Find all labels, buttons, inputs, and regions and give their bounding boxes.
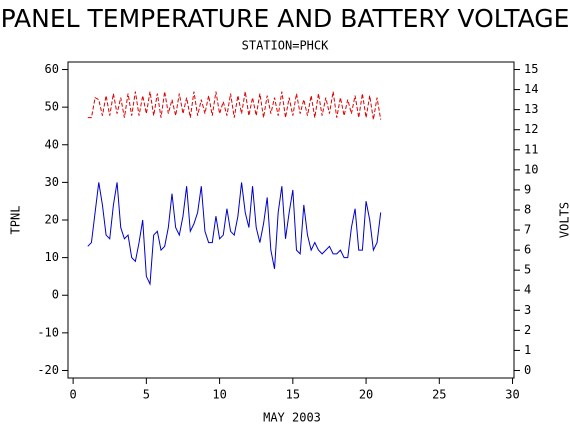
x-tick-label: 10 — [212, 388, 226, 402]
chart-title: PANEL TEMPERATURE AND BATTERY VOLTAGE — [1, 4, 570, 33]
y2-tick-label: 2 — [524, 323, 531, 337]
x-tick-label: 5 — [143, 388, 150, 402]
x-axis-label: MAY 2003 — [263, 411, 321, 425]
plot-frame — [67, 61, 515, 379]
y2-tick-label: 7 — [524, 223, 531, 237]
y2-tick-label: 12 — [524, 122, 538, 136]
y-tick-label: 60 — [45, 62, 59, 76]
y-tick-label: 0 — [52, 288, 59, 302]
y2-tick-label: 5 — [524, 263, 531, 277]
x-tick-label: 15 — [286, 388, 300, 402]
y-axis-label: TPNL — [9, 206, 23, 235]
y2-tick-label: 6 — [524, 243, 531, 257]
y2-tick-label: 15 — [524, 62, 538, 76]
y2-tick-label: 11 — [524, 142, 538, 156]
y-tick-label: 20 — [45, 213, 59, 227]
y2-tick-label: 14 — [524, 82, 538, 96]
y-tick-label: -20 — [37, 363, 59, 377]
y2-tick-label: 4 — [524, 283, 531, 297]
x-tick-label: 30 — [505, 388, 519, 402]
y2-tick-label: 10 — [524, 162, 538, 176]
y-tick-label: 50 — [45, 100, 59, 114]
y2-axis-label: VOLTS — [558, 202, 570, 238]
x-tick-label: 25 — [432, 388, 446, 402]
series-line — [87, 182, 382, 286]
series-line — [87, 91, 382, 120]
chart-subtitle: STATION=PHCK — [242, 39, 329, 53]
y2-tick-label: 13 — [524, 102, 538, 116]
y2-tick-label: 0 — [524, 363, 531, 377]
y2-tick-label: 9 — [524, 182, 531, 196]
y-tick-label: 30 — [45, 175, 59, 189]
x-tick-label: 20 — [359, 388, 373, 402]
y-tick-label: 10 — [45, 250, 59, 264]
y2-tick-label: 8 — [524, 202, 531, 216]
x-tick-label: 0 — [70, 388, 77, 402]
y2-tick-label: 1 — [524, 343, 531, 357]
y2-tick-label: 3 — [524, 303, 531, 317]
y-tick-label: 40 — [45, 137, 59, 151]
y-tick-label: -10 — [37, 325, 59, 339]
